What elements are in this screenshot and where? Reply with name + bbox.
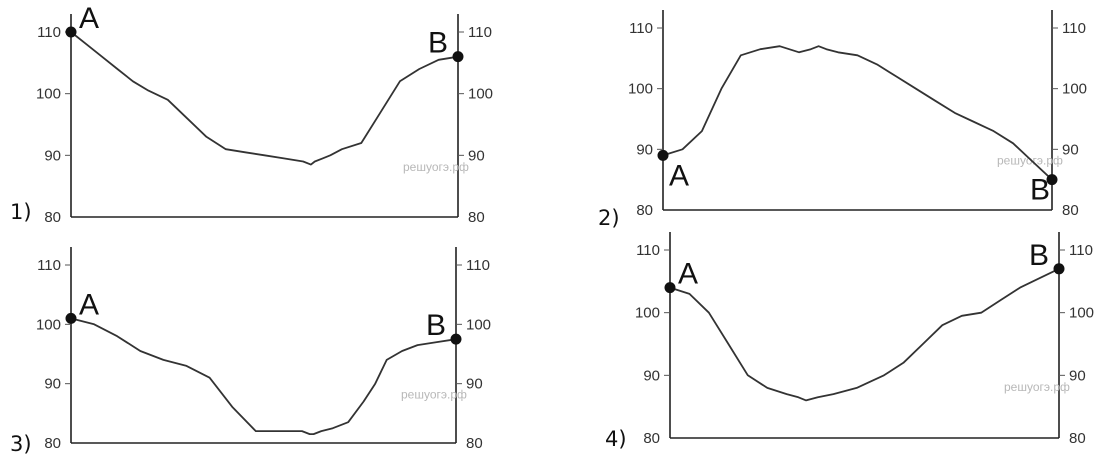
point-a-marker: [664, 282, 676, 294]
left-tick-label: 90: [643, 367, 660, 384]
right-tick-label: 110: [466, 257, 490, 274]
profile-line: [70, 317, 457, 435]
left-tick-label: 90: [44, 147, 61, 164]
left-tick-label: 110: [636, 242, 660, 259]
profile-line: [669, 267, 1060, 402]
right-tick-label: 80: [466, 435, 483, 452]
left-tick-label: 80: [44, 209, 61, 226]
right-tick-label: 110: [468, 24, 492, 41]
right-tick-label: 100: [1069, 305, 1094, 322]
left-tick-label: 110: [37, 24, 61, 41]
point-a-label: A: [669, 159, 689, 192]
option-label-1: 1): [10, 200, 32, 224]
right-tick-label: 90: [466, 376, 483, 393]
left-tick-label: 100: [628, 81, 653, 98]
point-a-marker: [65, 312, 77, 324]
option-label-4: 4): [605, 427, 627, 451]
left-tick-label: 80: [643, 430, 660, 447]
watermark-text: решуогэ.рф: [403, 160, 469, 174]
point-b-marker: [450, 333, 462, 345]
watermark-text: решуогэ.рф: [1004, 380, 1070, 394]
right-tick-label: 80: [1062, 202, 1079, 219]
left-tick-label: 100: [36, 316, 61, 333]
point-b-label: B: [426, 309, 446, 342]
right-tick-label: 90: [1062, 141, 1079, 158]
right-tick-label: 110: [1062, 20, 1086, 37]
right-tick-label: 90: [468, 147, 485, 164]
point-b-marker: [1046, 174, 1058, 186]
point-a-marker: [65, 26, 77, 38]
left-tick-label: 90: [636, 141, 653, 158]
left-tick-label: 80: [636, 202, 653, 219]
right-tick-label: 90: [1069, 367, 1086, 384]
left-tick-label: 100: [36, 86, 61, 103]
watermark-text: решуогэ.рф: [401, 388, 467, 402]
profile-chart-3: 80 80 90 90 100 100 110 110 решуогэ.рф A B: [36, 247, 491, 452]
point-b-label: B: [428, 27, 448, 60]
left-tick-label: 110: [37, 257, 61, 274]
profile-chart-1: 80 80 90 90 100 100 110 110 решуогэ.рф A B: [36, 2, 493, 226]
option-label-2: 2): [598, 206, 620, 230]
left-tick-label: 100: [635, 305, 660, 322]
point-b-marker: [1053, 263, 1065, 275]
point-a-label: A: [79, 2, 99, 35]
right-tick-label: 80: [1069, 430, 1086, 447]
point-a-label: A: [678, 258, 698, 291]
right-tick-label: 100: [466, 316, 491, 333]
left-tick-label: 110: [629, 20, 653, 37]
point-b-marker: [452, 51, 464, 63]
point-b-label: B: [1029, 239, 1049, 272]
profile-chart-4: 80 80 90 90 100 100 110 110 решуогэ.рф A B: [635, 232, 1094, 447]
watermark-text: решуогэ.рф: [997, 154, 1063, 168]
profile-chart-2: 80 80 90 90 100 100 110 110 решуогэ.рф A B: [628, 10, 1087, 219]
point-a-marker: [657, 149, 669, 161]
point-a-label: A: [79, 288, 99, 321]
profile-line: [662, 45, 1053, 181]
left-tick-label: 80: [44, 435, 61, 452]
right-tick-label: 80: [468, 209, 485, 226]
right-tick-label: 100: [1062, 81, 1087, 98]
point-b-label: B: [1030, 174, 1050, 207]
right-tick-label: 110: [1069, 242, 1093, 259]
option-label-3: 3): [10, 432, 32, 456]
left-tick-label: 90: [44, 376, 61, 393]
profile-line: [70, 31, 459, 166]
right-tick-label: 100: [468, 86, 493, 103]
